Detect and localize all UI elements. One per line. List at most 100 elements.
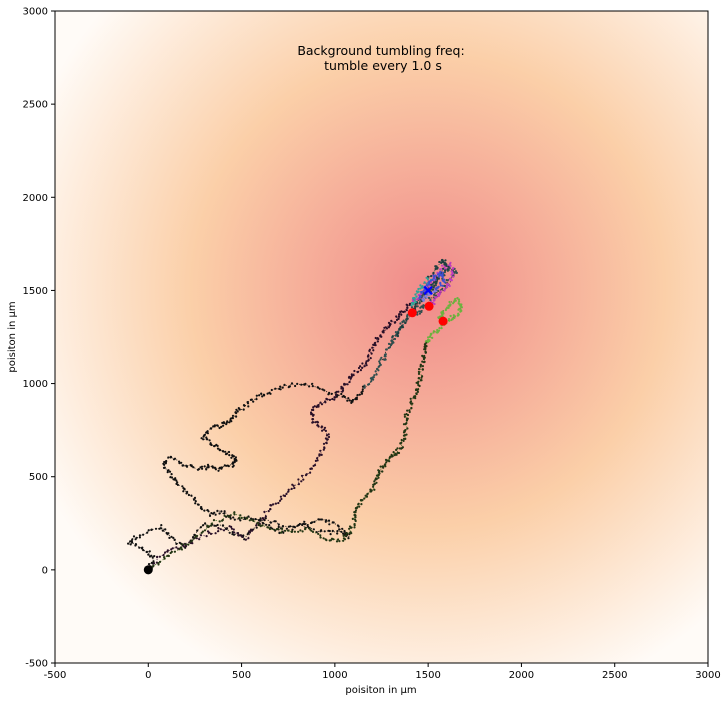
- trajectory-point: [311, 530, 315, 534]
- trajectory-point: [448, 284, 451, 288]
- trajectory-point: [297, 478, 300, 481]
- trajectory-point: [395, 318, 399, 321]
- x-tick-label: 2500: [602, 670, 627, 681]
- trajectory-point: [361, 388, 364, 391]
- trajectory-point: [441, 276, 444, 279]
- trajectory-point: [227, 465, 230, 468]
- trajectory-point: [419, 287, 422, 290]
- plot-area: [54, 10, 709, 664]
- trajectory-point: [218, 426, 221, 430]
- trajectory-point: [274, 502, 277, 505]
- trajectory-point: [406, 304, 409, 307]
- trajectory-point: [338, 528, 341, 531]
- trajectory-point: [146, 531, 149, 534]
- trajectory-point: [458, 300, 461, 303]
- trajectory-point: [304, 528, 307, 531]
- trajectory-point: [221, 524, 225, 527]
- trajectory-point: [346, 383, 349, 386]
- trajectory-point: [200, 437, 203, 440]
- trajectory-point: [427, 293, 430, 297]
- trajectory-point: [132, 535, 136, 538]
- trajectory-point: [182, 464, 185, 467]
- trajectory-point: [168, 470, 172, 473]
- trajectory-point: [432, 274, 435, 277]
- trajectory-point: [235, 408, 238, 411]
- trajectory-point: [444, 267, 447, 270]
- trajectory-point: [166, 554, 169, 558]
- trajectory-point: [340, 530, 343, 533]
- trajectory-point: [431, 282, 434, 285]
- trajectory-point: [392, 341, 395, 344]
- trajectory-point: [421, 360, 424, 363]
- trajectory-point: [233, 518, 236, 521]
- trajectory-point: [380, 356, 383, 359]
- trajectory-point: [443, 284, 446, 287]
- trajectory-point: [443, 265, 446, 268]
- trajectory-point: [167, 456, 170, 459]
- trajectory-point: [228, 454, 231, 457]
- trajectory-point: [231, 416, 234, 420]
- trajectory-point: [247, 537, 250, 540]
- plot-frame: [54, 10, 709, 664]
- trajectory-point: [422, 304, 425, 307]
- trajectory-point: [432, 330, 435, 333]
- trajectory-point: [449, 304, 452, 307]
- trajectory-point: [438, 272, 441, 275]
- trajectory-point: [231, 454, 234, 457]
- trajectory-point: [259, 525, 262, 528]
- trajectory-point: [176, 481, 179, 484]
- trajectory-point: [408, 410, 411, 414]
- trajectory-point: [213, 444, 216, 448]
- trajectory-point: [314, 459, 317, 462]
- trajectory-point: [427, 336, 430, 339]
- trajectory-point: [343, 395, 346, 399]
- trajectory-point: [214, 513, 217, 516]
- trajectory-point: [321, 429, 324, 432]
- trajectory-point: [287, 488, 290, 491]
- trajectory-point: [354, 516, 357, 519]
- trajectory-point: [395, 453, 398, 456]
- trajectory-point: [418, 301, 421, 304]
- trajectory-point: [211, 465, 214, 468]
- trajectory-point: [420, 290, 423, 294]
- trajectory-point: [163, 556, 166, 559]
- trajectory-point: [173, 457, 177, 460]
- trajectory-point: [429, 333, 432, 336]
- trajectory-point: [294, 384, 297, 388]
- trajectory-point: [328, 398, 331, 401]
- trajectory-point: [370, 380, 373, 383]
- trajectory-point: [333, 398, 336, 401]
- trajectory-point: [372, 376, 375, 379]
- trajectory-point: [296, 382, 299, 385]
- trajectory-point: [414, 397, 417, 400]
- trajectory-point: [205, 438, 208, 441]
- trajectory-point: [202, 438, 205, 441]
- trajectory-point: [438, 260, 441, 264]
- trajectory-point: [281, 527, 284, 531]
- trajectory-point: [421, 368, 424, 371]
- trajectory-point: [419, 306, 422, 309]
- trajectory-point: [206, 524, 209, 527]
- trajectory-point: [356, 394, 359, 397]
- trajectory-point: [178, 462, 181, 465]
- trajectory-point: [158, 560, 162, 564]
- trajectory-point: [256, 521, 260, 524]
- trajectory-point: [196, 529, 199, 532]
- end-point: [407, 308, 417, 318]
- trajectory-point: [173, 538, 176, 542]
- trajectory-point: [421, 298, 424, 301]
- trajectory-point: [184, 546, 187, 549]
- trajectory-point: [451, 267, 454, 270]
- trajectory-point: [432, 277, 436, 280]
- trajectory-point: [425, 296, 428, 299]
- trajectory-point: [404, 429, 407, 432]
- trajectory-point: [263, 510, 266, 513]
- trajectory-point: [397, 315, 400, 318]
- trajectory-point: [184, 543, 187, 546]
- trajectory-point: [326, 398, 329, 401]
- trajectory-point: [427, 296, 431, 299]
- trajectory-point: [279, 495, 282, 498]
- trajectory-point: [259, 517, 262, 520]
- trajectory-point: [343, 529, 346, 533]
- trajectory-series: [418, 270, 446, 303]
